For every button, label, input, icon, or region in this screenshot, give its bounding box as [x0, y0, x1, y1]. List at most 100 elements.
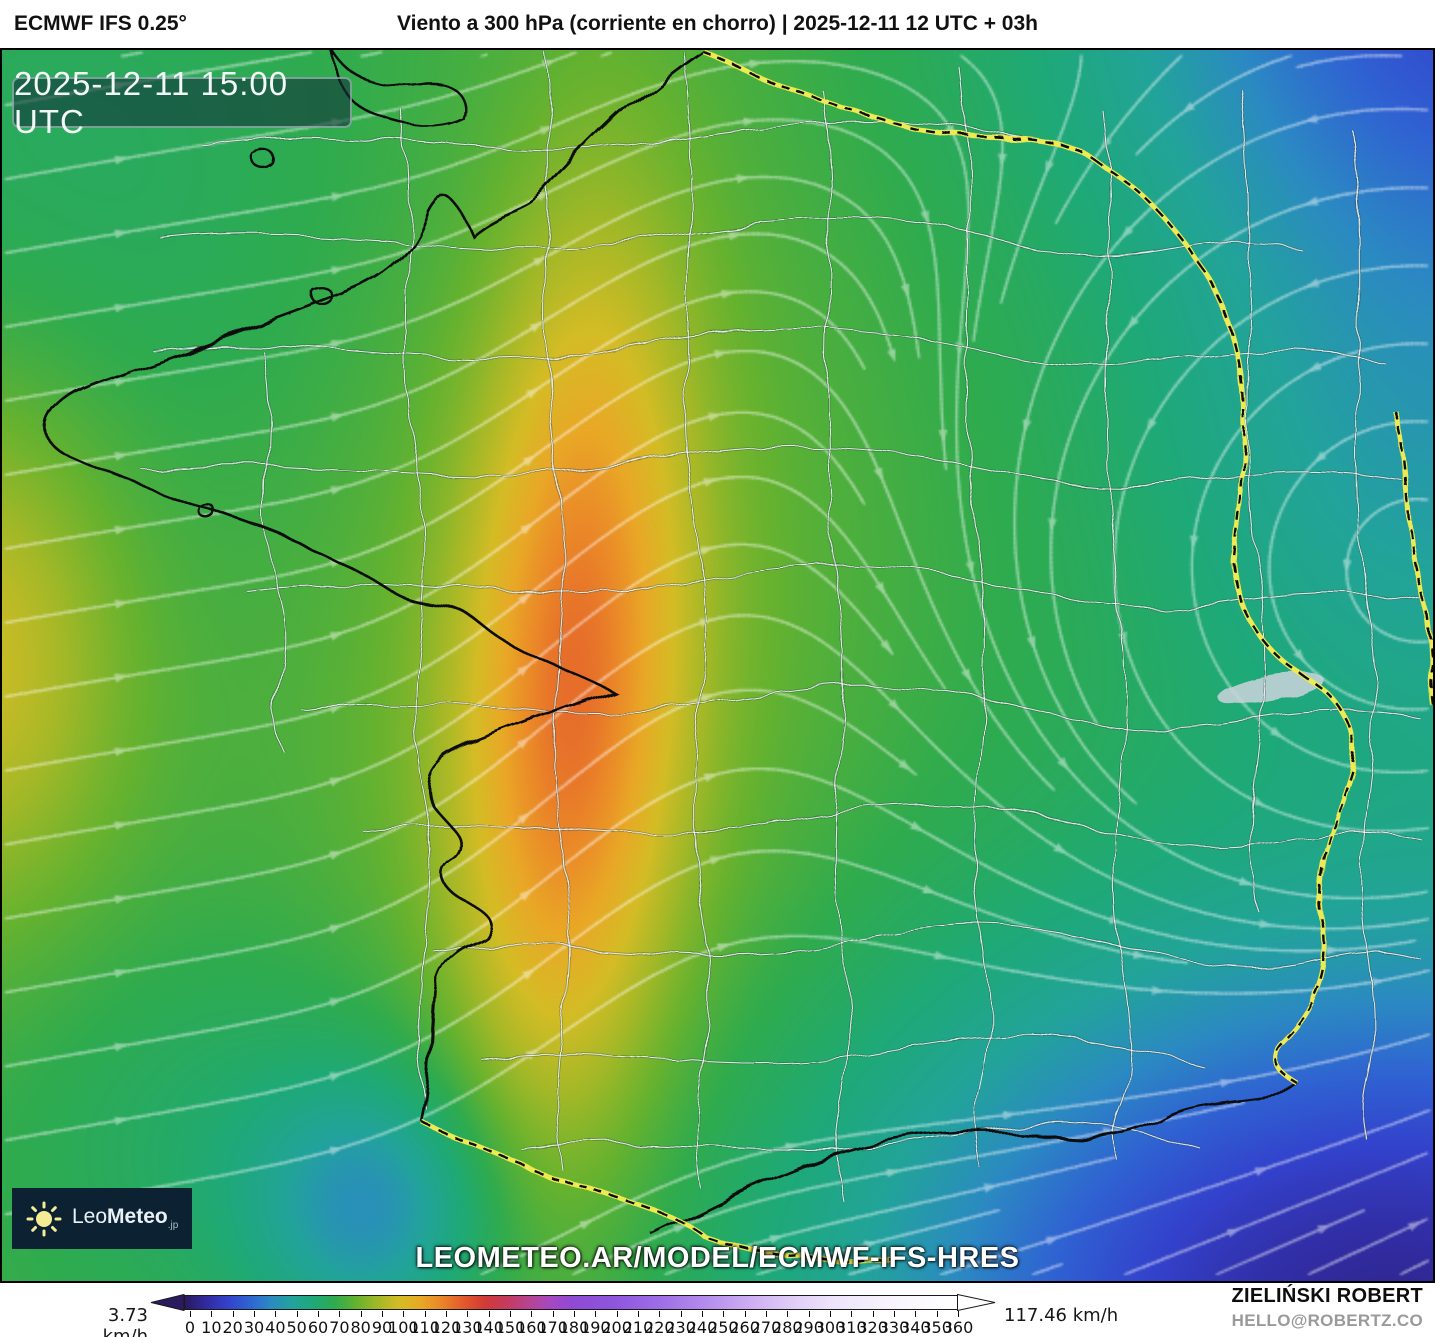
colorbar-tick: [510, 1311, 511, 1317]
alps-gray-patch: [1216, 672, 1324, 704]
map-borders: [45, 50, 1433, 1264]
colorbar-tick-label: 260: [729, 1318, 760, 1337]
colorbar-tick: [787, 1311, 789, 1317]
colorbar-tick-label: 80: [350, 1318, 371, 1337]
min-wind-label: 3.73 km/h: [102, 1305, 148, 1337]
colorbar-tick-label: 200: [601, 1318, 632, 1337]
colorbar-tick-label: 250: [708, 1318, 739, 1337]
colorbar-tick: [296, 1311, 298, 1317]
header: ECMWF IFS 0.25° Viento a 300 hPa (corrie…: [0, 0, 1435, 48]
colorbar-tick-label: 360: [942, 1318, 974, 1337]
colorbar-tick-label: 110: [409, 1318, 440, 1337]
logo-wordmark: LeoMeteo.jp: [72, 1205, 179, 1232]
colorbar-tick: [403, 1311, 405, 1317]
map-viewport[interactable]: 2025-12-11 15:00 UTC LeoMeteo.jp LEOMETE…: [0, 48, 1435, 1283]
mediterranean-coastline: [651, 1086, 1303, 1237]
author-email: HELLO@ROBERTZ.CO: [1231, 1311, 1423, 1330]
colorbar-tick-label: 290: [793, 1318, 824, 1337]
colorbar-tick: [872, 1311, 874, 1317]
attribution: ZIELIŃSKI ROBERT HELLO@ROBERTZ.CO: [1232, 1285, 1423, 1331]
colorbar-tick-label: 30: [243, 1318, 265, 1337]
colorbar-tick-label: 130: [452, 1318, 483, 1337]
colorbar-tick: [680, 1311, 682, 1317]
colorbar-tick-label: 100: [388, 1318, 419, 1337]
colorbar-tick: [958, 1311, 959, 1317]
colorbar-tick: [659, 1311, 661, 1317]
colorbar-tick-label: 120: [430, 1318, 462, 1337]
colorbar-tick-label: 190: [580, 1318, 611, 1337]
colorbar-tick-label: 170: [537, 1318, 568, 1337]
sun-icon: [26, 1201, 62, 1236]
france-coastline: [45, 50, 703, 1123]
colorbar-tick: [360, 1311, 362, 1317]
author-name: ZIELIŃSKI ROBERT: [1231, 1285, 1423, 1307]
colorbar-tick: [723, 1311, 725, 1317]
colorbar-tick-label: 230: [665, 1318, 696, 1337]
colorbar-tick-label: 350: [921, 1318, 952, 1337]
colorbar-tick: [915, 1311, 917, 1317]
colorbar-tick-label: 210: [622, 1318, 654, 1337]
valid-time-badge: 2025-12-11 15:00 UTC: [12, 65, 352, 140]
colorbar-tick: [638, 1311, 639, 1317]
colorbar-tick-label: 140: [473, 1318, 504, 1337]
country-border-highlight: [420, 50, 1433, 1264]
colorbar-tick-label: 240: [686, 1318, 718, 1337]
colorbar-tick: [382, 1311, 383, 1317]
colorbar-tick: [702, 1311, 703, 1317]
colorbar-tick: [339, 1311, 341, 1317]
colorbar-tick-label: 280: [772, 1318, 803, 1337]
colorbar-tick: [766, 1311, 767, 1317]
colorbar-tick: [744, 1311, 746, 1317]
model-label: ECMWF IFS 0.25°: [14, 12, 187, 35]
colorbar-tick-label: 60: [307, 1318, 329, 1337]
colorbar-tick: [488, 1311, 490, 1317]
colorbar-gradient: [184, 1295, 958, 1310]
colorbar-tick: [851, 1311, 853, 1317]
colorbar-tick: [211, 1311, 213, 1317]
colorbar-tick-label: 90: [371, 1318, 393, 1337]
colorbar-tick: [830, 1311, 831, 1317]
colorbar-tick-label: 0: [184, 1318, 196, 1337]
colorbar-tick-label: 270: [750, 1318, 782, 1337]
watermark-url: LEOMETEO.AR/MODEL/ECMWF-IFS-HRES: [415, 1242, 1020, 1274]
colorbar-tick-label: 20: [222, 1318, 243, 1337]
colorbar-tick-label: 150: [494, 1318, 526, 1337]
colorbar-tick: [318, 1311, 319, 1317]
colorbar-left-arrow: [150, 1294, 185, 1311]
colorbar-tick: [808, 1311, 810, 1317]
colorbar-right-arrow: [957, 1294, 996, 1311]
colorbar-tick-label: 10: [201, 1318, 222, 1337]
colorbar-tick: [467, 1311, 469, 1317]
legend-bar: 3.73 km/h 0 10 20 30 40 50 60 70 80 90 100 110 120 13…: [0, 1283, 1435, 1337]
colorbar: 0 10 20 30 40 50 60 70 80 90 100 110 120 130 140 150 160…: [150, 1294, 1010, 1337]
colorbar-tick-label: 330: [878, 1318, 910, 1337]
colorbar-tick: [254, 1311, 255, 1317]
colorbar-tick: [595, 1311, 597, 1317]
colorbar-tick-label: 180: [558, 1318, 590, 1337]
colorbar-tick-label: 160: [516, 1318, 547, 1337]
colorbar-tick-label: 50: [286, 1318, 307, 1337]
valid-time-text: 2025-12-11 15:00 UTC: [14, 64, 289, 140]
colorbar-tick: [232, 1311, 234, 1317]
colorbar-tick-label: 220: [644, 1318, 675, 1337]
colorbar-tick: [531, 1311, 533, 1317]
colorbar-tick-label: 320: [857, 1318, 888, 1337]
colorbar-tick-label: 300: [814, 1318, 846, 1337]
colorbar-tick: [894, 1311, 895, 1317]
colorbar-tick-label: 310: [836, 1318, 867, 1337]
colorbar-tick: [616, 1311, 618, 1317]
colorbar-tick: [424, 1311, 426, 1317]
colorbar-tick: [552, 1311, 554, 1317]
colorbar-tick: [275, 1311, 277, 1317]
max-wind-label: 117.46 km/h: [1004, 1305, 1119, 1326]
colorbar-tick-label: 40: [265, 1318, 286, 1337]
map-title: Viento a 300 hPa (corriente en chorro) |…: [396, 12, 1038, 35]
colorbar-tick: [936, 1311, 938, 1317]
leometeo-logo: LeoMeteo.jp: [12, 1188, 192, 1249]
colorbar-tick: [574, 1311, 575, 1317]
colorbar-tick-label: 70: [329, 1318, 350, 1337]
colorbar-tick: [190, 1311, 191, 1317]
colorbar-tick-label: 340: [900, 1318, 931, 1337]
colorbar-tick: [446, 1311, 447, 1317]
